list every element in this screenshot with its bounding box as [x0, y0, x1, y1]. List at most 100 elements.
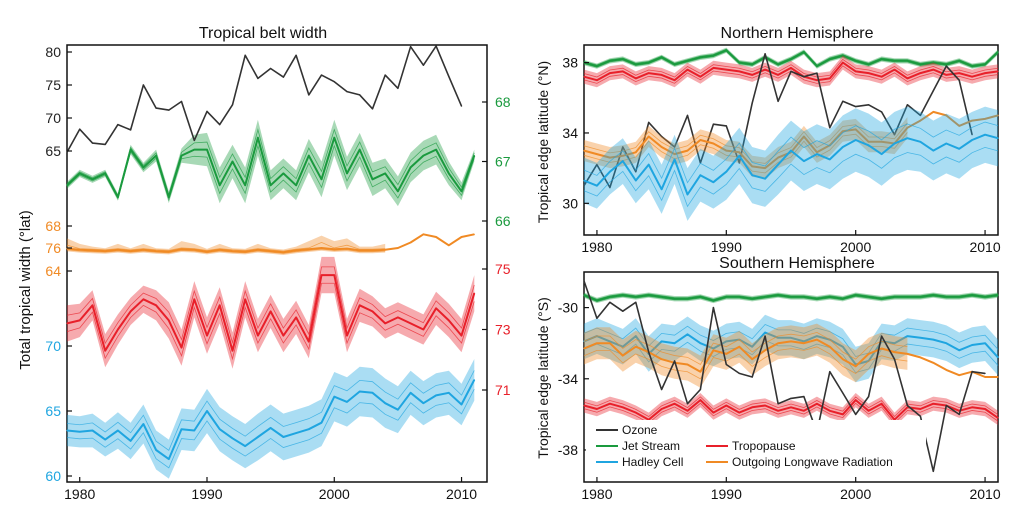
left-tropopause-point — [295, 316, 297, 318]
left-y-tick-label: 75 — [45, 77, 61, 93]
sh-olr-point — [596, 342, 598, 344]
left-hadley-point — [397, 409, 399, 411]
sh-tropopause-point — [764, 404, 766, 407]
nh-ozone-point — [919, 114, 922, 116]
sh-hadley-point — [751, 346, 753, 348]
nh-panel: Northern Hemisphere 30 34 38 1980 1990 2000 20… — [535, 25, 1001, 255]
nh-jet-point — [751, 63, 753, 65]
nh-title: Northern Hemisphere — [721, 25, 874, 42]
sh-tropopause-point — [984, 408, 986, 410]
left-jet-point — [320, 178, 323, 180]
left-tropopause-member-line — [66, 282, 475, 361]
nh-ozone-point — [596, 164, 598, 166]
nh-tropopause-point — [661, 74, 663, 76]
left-hadley-point — [193, 429, 195, 432]
nh-tropopause-point — [648, 72, 650, 74]
sh-hadley-member-line — [583, 324, 999, 357]
nh-tropopause-point — [674, 79, 676, 81]
sh-tropopause-series — [583, 393, 999, 427]
nh-hadley-point — [725, 171, 727, 173]
left-hadley-point — [308, 428, 310, 430]
left-tropopause-point — [448, 319, 450, 321]
left-hadley-point — [206, 410, 208, 412]
nh-tropopause-point — [906, 77, 909, 79]
left-marks — [66, 45, 476, 479]
left-jet-point — [397, 190, 399, 192]
nh-hadley-point — [958, 148, 960, 150]
left-hadley-point — [79, 431, 81, 433]
nh-olr-point — [661, 146, 663, 148]
sh-jet-member-line — [583, 293, 999, 300]
left-olr-point — [422, 233, 424, 235]
sh-ozone-point — [686, 403, 689, 405]
nh-olr-point — [803, 135, 805, 138]
sh-olr-point — [984, 376, 986, 378]
nh-jet-point — [945, 63, 947, 65]
nh-olr-member-line — [583, 122, 908, 164]
sh-jet-point — [971, 294, 973, 296]
left-jet-member-line — [66, 128, 475, 197]
sh-hadley-point — [725, 340, 727, 342]
sh-tropopause-member-line — [583, 396, 999, 418]
nh-hadley-point — [945, 142, 947, 145]
sh-ozone-point — [622, 310, 624, 312]
left-ozone-point — [308, 94, 310, 96]
nh-olr-point — [648, 135, 650, 138]
sh-ozone-point — [958, 413, 960, 415]
sh-ozone-point — [829, 371, 831, 373]
sh-hadley-point — [661, 340, 663, 342]
left-tropopause-point — [282, 335, 284, 337]
nh-marks — [583, 47, 999, 221]
sh-tropopause-point — [674, 403, 676, 405]
sh-olr-point — [997, 376, 999, 378]
sh-y-tick-label: -34 — [558, 371, 578, 387]
left-jet-point — [130, 149, 132, 151]
sh-hadley-point — [893, 342, 896, 344]
left-olr-member-line — [66, 241, 386, 252]
nh-jet-point — [596, 65, 598, 67]
legend-label-jet: Jet Stream — [622, 439, 680, 453]
sh-jet-point — [842, 298, 844, 300]
nh-jet-point — [919, 63, 922, 65]
sh-tropopause-point — [609, 403, 611, 405]
sh-jet-point — [609, 296, 611, 298]
left-y-tick-label: 71 — [495, 382, 511, 398]
sh-olr-point — [842, 358, 844, 360]
left-ozone-point — [371, 108, 374, 110]
sh-olr-point — [906, 353, 909, 355]
nh-ozone-point — [609, 186, 611, 189]
left-hadley-point — [359, 390, 361, 393]
sh-hadley-point — [609, 340, 611, 342]
sh-tropopause-point — [932, 403, 934, 405]
left-tropopause-point — [231, 350, 234, 352]
nh-jet-point — [686, 60, 689, 62]
nh-tropopause-member-line — [583, 58, 999, 78]
sh-y-tick-label: -30 — [558, 300, 578, 316]
left-jet-point — [460, 190, 463, 192]
left-tropopause-point — [270, 310, 272, 312]
nh-olr-point — [958, 125, 960, 127]
sh-tropopause-point — [777, 410, 779, 412]
left-jet-point — [180, 155, 183, 157]
sh-jet-point — [596, 299, 598, 302]
left-ozone-point — [142, 84, 144, 86]
left-olr-point — [104, 250, 106, 252]
left-ozone-point — [295, 54, 297, 56]
left-tropopause-point — [219, 304, 221, 306]
left-olr-point — [397, 247, 399, 249]
sh-olr-point — [686, 363, 689, 366]
left-hadley-point — [448, 392, 450, 394]
sh-ozone-line — [583, 280, 986, 473]
sh-jet-point — [803, 296, 805, 298]
nh-ozone-point — [945, 65, 947, 67]
sh-jet-point — [674, 298, 676, 300]
left-tropopause-point — [244, 298, 246, 300]
left-olr-series — [66, 233, 475, 255]
nh-hadley-point — [609, 171, 611, 173]
left-jet-member-line — [66, 144, 475, 202]
nh-ozone-point — [958, 79, 960, 81]
nh-olr-point — [777, 157, 779, 159]
nh-hadley-point — [881, 153, 883, 155]
sh-tropopause-point — [816, 403, 818, 405]
